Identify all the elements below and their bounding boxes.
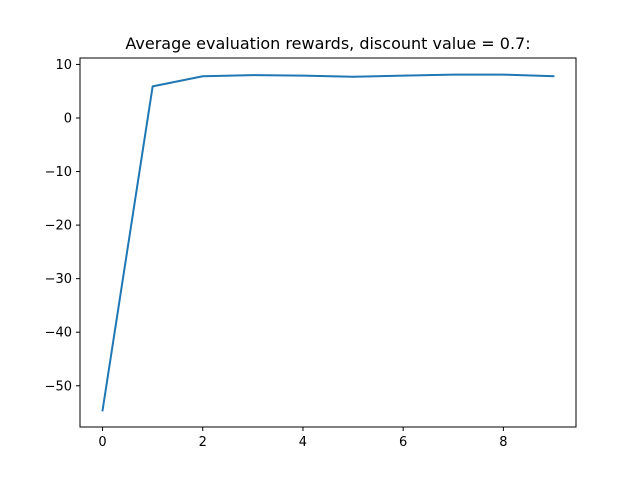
y-tick-label: 0 (64, 111, 72, 126)
plot-layer: 0 2 4 6 8 10 0 −10 −20 −30 −40 −50 (45, 57, 577, 450)
chart-title: Average evaluation rewards, discount val… (125, 34, 530, 53)
x-tick-label: 0 (98, 435, 106, 450)
y-tick-label: 10 (55, 58, 72, 73)
x-tick-label: 6 (399, 435, 407, 450)
y-tick-label: −10 (45, 165, 72, 180)
y-tick-label: −20 (45, 219, 72, 234)
x-tick-label: 8 (499, 435, 507, 450)
y-tick-label: −40 (45, 326, 72, 341)
y-tick-label: −30 (45, 272, 72, 287)
x-tick-label: 2 (199, 435, 207, 450)
y-tick-label: −50 (45, 379, 72, 394)
series-line-0 (101, 73, 555, 412)
plot-frame (79, 57, 577, 428)
x-tick-label: 4 (299, 435, 307, 450)
